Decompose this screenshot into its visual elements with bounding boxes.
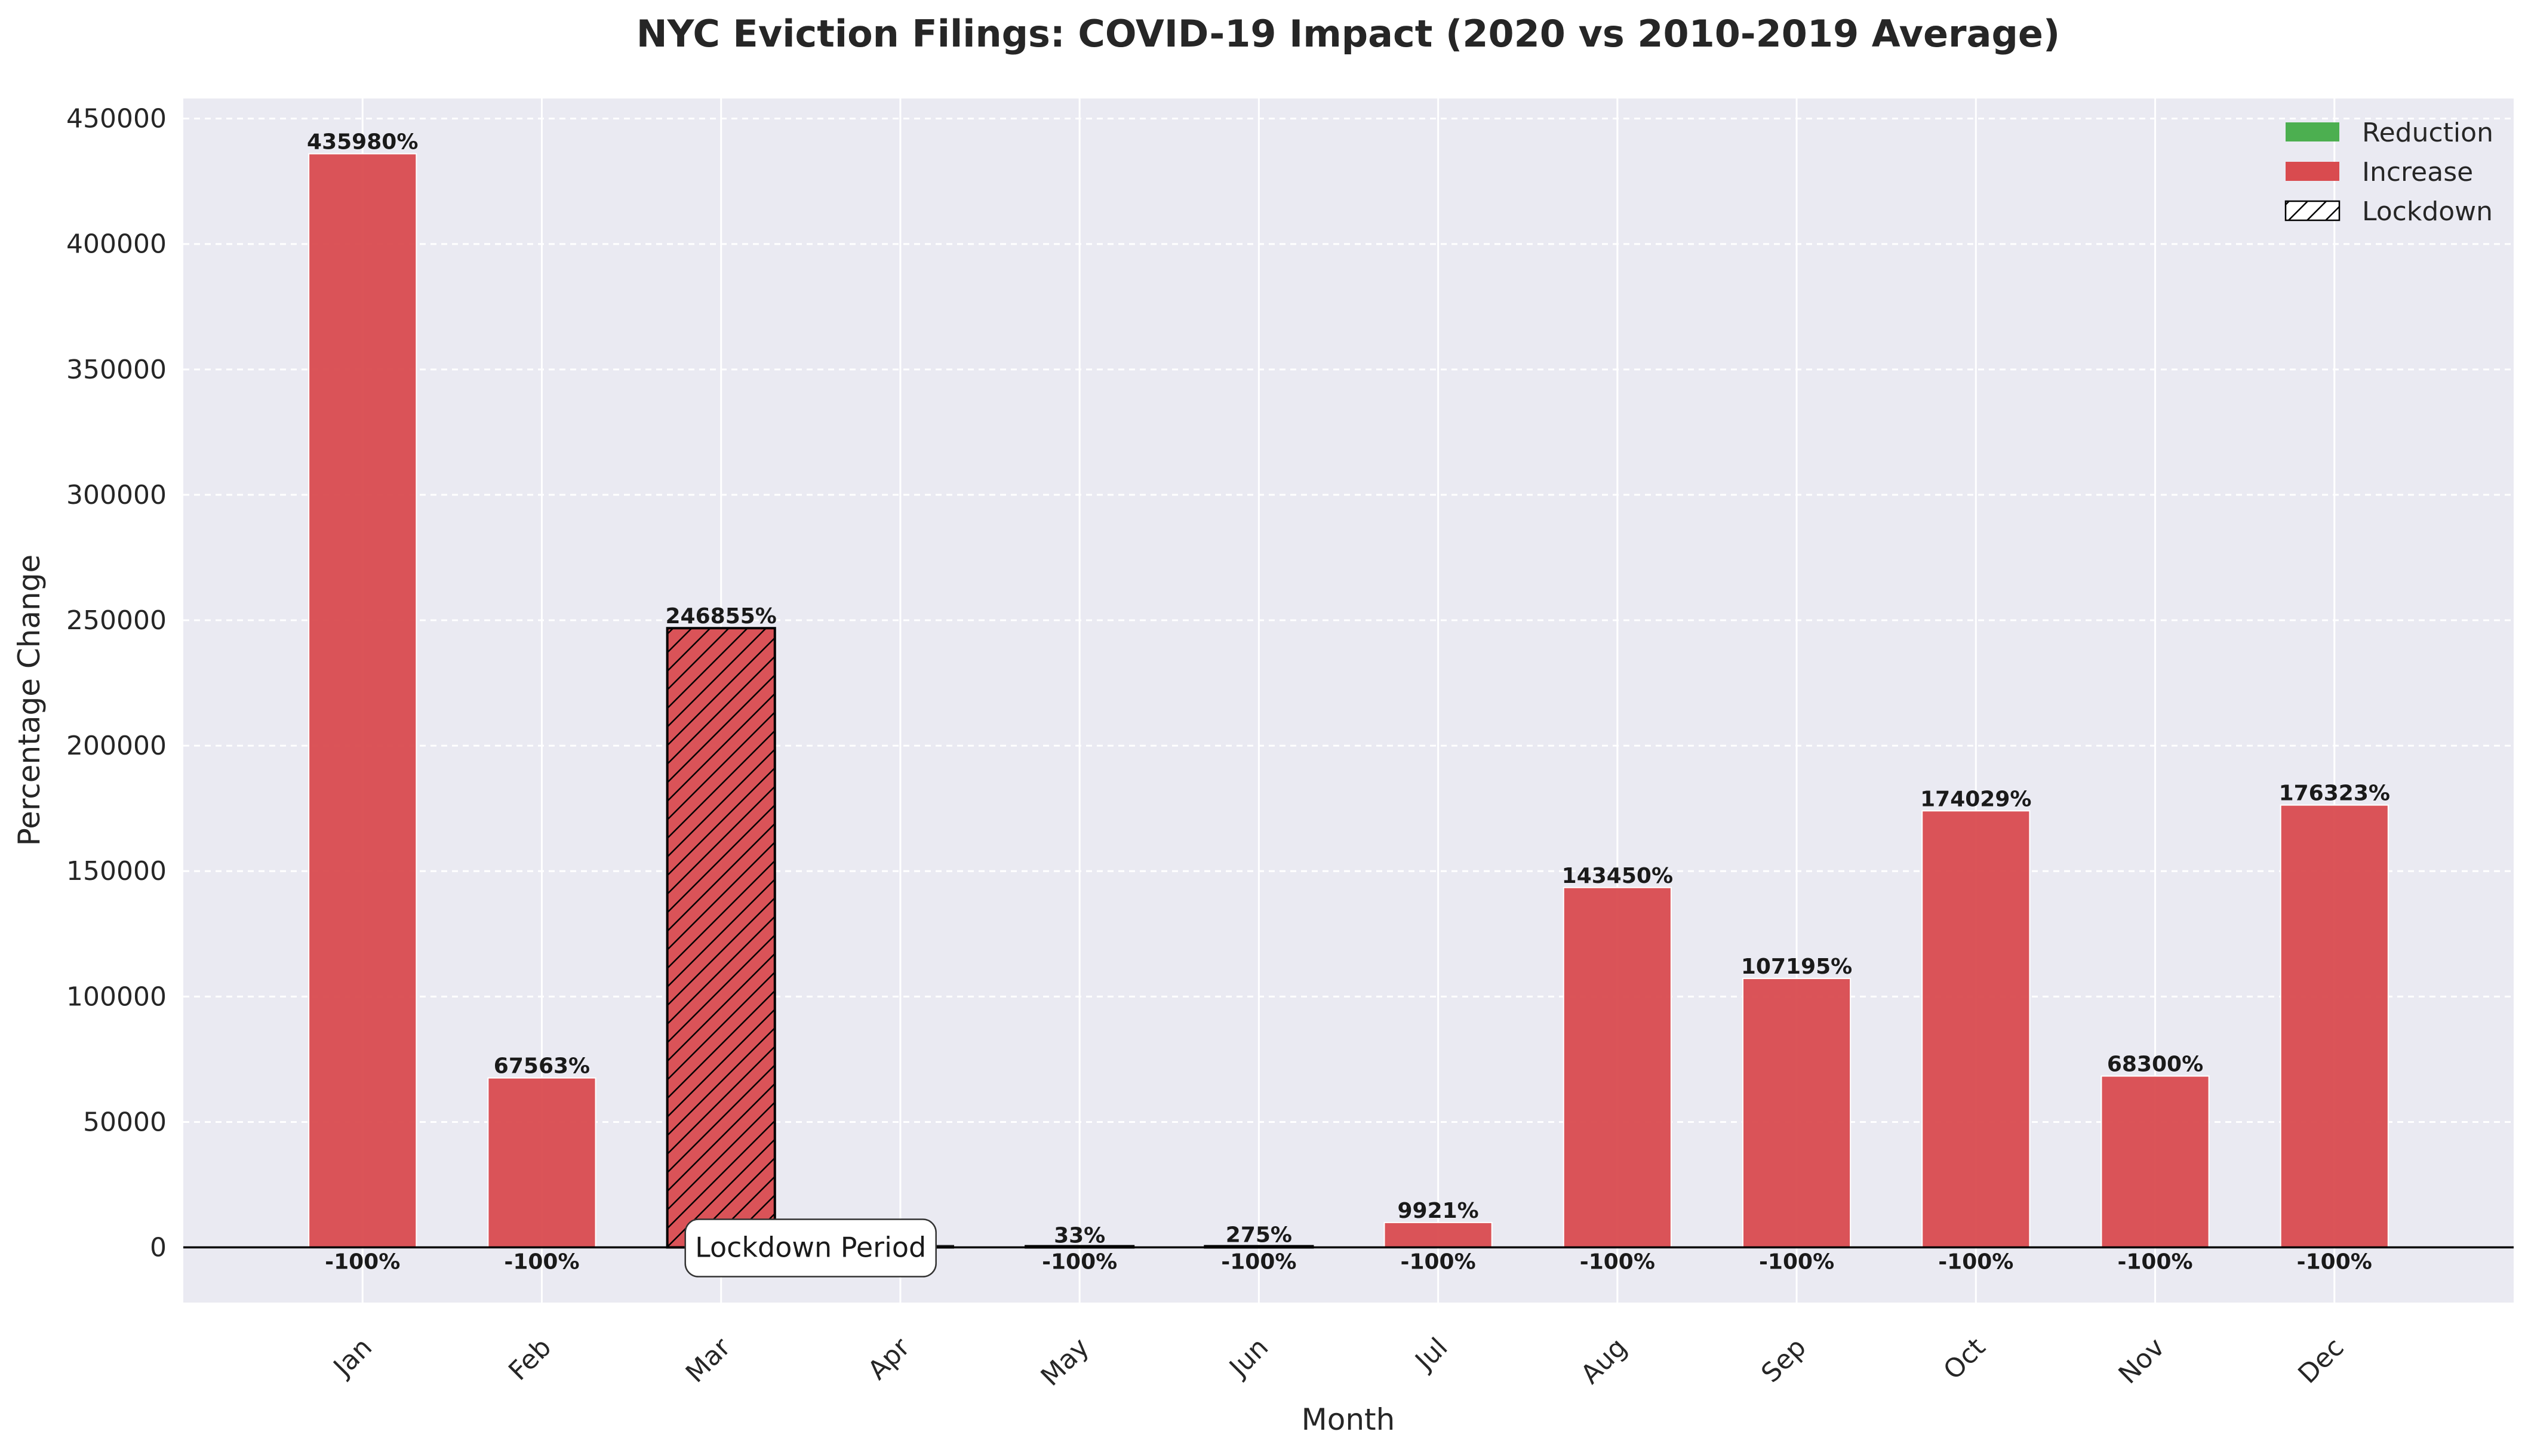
value-label-feb: 67563% <box>494 1054 590 1079</box>
legend-label-reduction: Reduction <box>2362 118 2493 148</box>
x-tick-label-may: May <box>1035 1332 1095 1392</box>
x-tick-label-mar: Mar <box>680 1332 737 1389</box>
legend: Reduction Increase Lockdown <box>2284 118 2493 227</box>
annotation-text: Lockdown Period <box>695 1232 926 1264</box>
baseline-label-aug: -100% <box>1580 1250 1655 1275</box>
value-label-may: 33% <box>1054 1223 1105 1248</box>
bar-jul <box>1383 1221 1493 1248</box>
baseline-label-dec: -100% <box>2297 1250 2372 1275</box>
y-tick-label-0: 0 <box>150 1233 167 1263</box>
x-tick-label-apr: Apr <box>862 1332 917 1386</box>
x-tick-label-jun: Jun <box>1222 1332 1274 1384</box>
legend-label-lockdown: Lockdown <box>2362 196 2493 227</box>
y-tick-label-50000: 50000 <box>83 1107 167 1137</box>
baseline-label-nov: -100% <box>2117 1250 2192 1275</box>
bar-aug <box>1563 886 1672 1248</box>
legend-swatch-hatch-lockdown <box>2286 201 2339 220</box>
y-tick-label-300000: 300000 <box>66 480 167 510</box>
value-label-jul: 9921% <box>1397 1199 1478 1223</box>
x-tick-label-sep: Sep <box>1755 1332 1812 1389</box>
value-label-jun: 275% <box>1226 1223 1292 1247</box>
baseline-label-jun: -100% <box>1221 1250 1296 1275</box>
x-tick-label-oct: Oct <box>1937 1332 1991 1386</box>
baseline-label-oct: -100% <box>1938 1250 2013 1275</box>
baseline-label-jan: -100% <box>325 1250 400 1275</box>
x-tick-label-aug: Aug <box>1575 1332 1633 1390</box>
chart-title: NYC Eviction Filings: COVID-19 Impact (2… <box>636 12 2060 56</box>
legend-swatch-reduction <box>2286 122 2339 141</box>
bar-jan <box>308 153 417 1248</box>
annotation-box <box>684 1218 937 1278</box>
y-axis-label: Percentage Change <box>12 555 47 846</box>
x-tick-label-feb: Feb <box>503 1332 557 1386</box>
baseline-label-sep: -100% <box>1759 1250 1834 1275</box>
y-tick-label-400000: 400000 <box>66 229 167 260</box>
baseline-label-may: -100% <box>1042 1250 1117 1275</box>
x-tick-label-nov: Nov <box>2113 1332 2171 1390</box>
value-label-jan: 435980% <box>307 130 418 155</box>
legend-swatch-increase <box>2286 162 2339 181</box>
baseline-label-feb: -100% <box>504 1250 579 1275</box>
value-label-dec: 176323% <box>2279 781 2390 806</box>
value-label-oct: 174029% <box>1920 787 2031 811</box>
bar-oct <box>1921 810 2031 1248</box>
value-label-mar: 246855% <box>666 604 777 629</box>
x-tick-label-dec: Dec <box>2292 1332 2349 1389</box>
value-label-nov: 68300% <box>2107 1052 2203 1077</box>
x-tick-label-jul: Jul <box>1408 1332 1454 1377</box>
value-label-aug: 143450% <box>1562 864 1673 888</box>
bars <box>308 153 2389 1249</box>
bar-sep <box>1742 978 1852 1248</box>
y-tick-label-450000: 450000 <box>66 104 167 134</box>
y-tick-label-200000: 200000 <box>66 731 167 761</box>
y-tick-label-100000: 100000 <box>66 981 167 1012</box>
x-tick-label-jan: Jan <box>327 1332 378 1383</box>
legend-label-increase: Increase <box>2362 157 2473 187</box>
bar-nov <box>2100 1075 2210 1248</box>
y-tick-label-350000: 350000 <box>66 355 167 385</box>
x-axis-label: Month <box>1302 1402 1395 1437</box>
value-label-sep: 107195% <box>1741 955 1852 979</box>
baseline-label-jul: -100% <box>1401 1250 1476 1275</box>
bar-hatch-mar <box>667 628 775 1248</box>
bar-feb <box>487 1077 596 1248</box>
lockdown-annotation: Lockdown Period <box>684 1218 937 1278</box>
y-tick-label-250000: 250000 <box>66 605 167 636</box>
bar-dec <box>2280 804 2389 1248</box>
y-tick-label-150000: 150000 <box>66 856 167 886</box>
